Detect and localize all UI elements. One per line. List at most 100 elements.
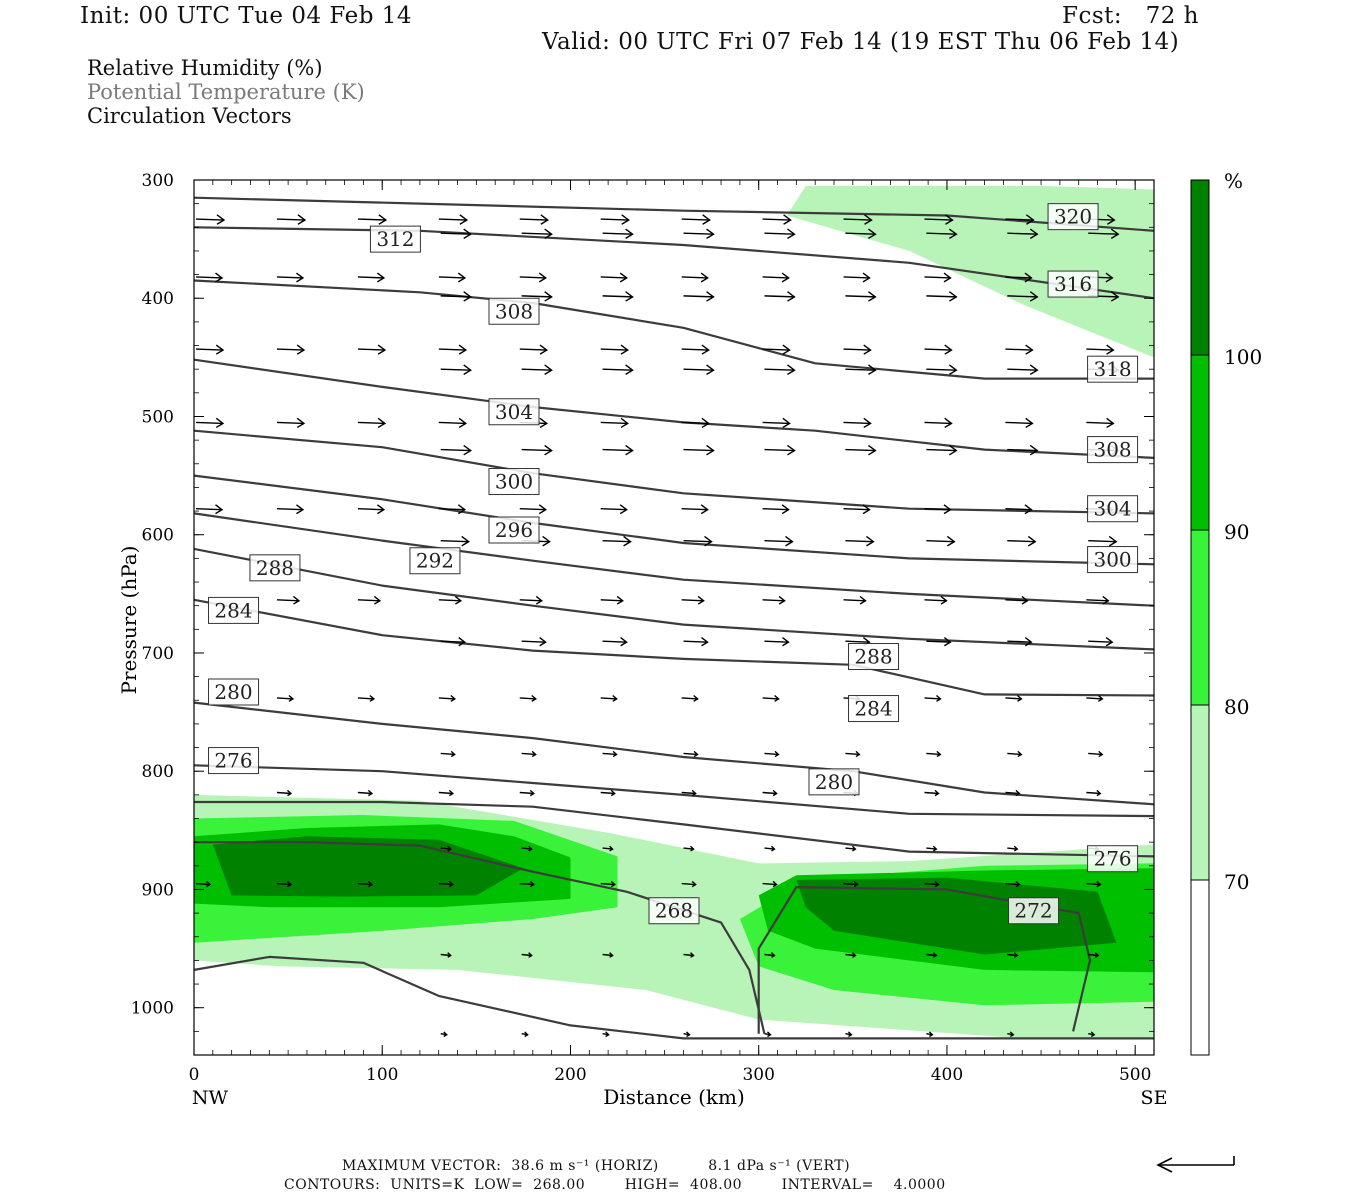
vector-arrow-5 xyxy=(764,364,796,375)
vector-arrow-18 xyxy=(1007,1031,1015,1038)
vector-arrow-8 xyxy=(357,504,386,515)
vector-arrow-16 xyxy=(843,880,859,888)
vector-arrow-17 xyxy=(1007,952,1019,958)
isentrope-7 xyxy=(194,547,1154,651)
vector-arrow-4 xyxy=(276,344,306,355)
vector-arrow-4 xyxy=(600,344,629,355)
vector-arrow-11 xyxy=(764,636,790,647)
legend-vectors: Circulation Vectors xyxy=(87,104,292,128)
vector-arrow-6 xyxy=(681,417,710,429)
isentrope-10 xyxy=(194,764,1154,818)
contour-label-10: 280 xyxy=(214,680,252,704)
isentrope-4 xyxy=(194,429,1154,515)
vector-arrow-8 xyxy=(600,504,628,515)
vector-arrow-13 xyxy=(926,750,942,758)
contour-label-box-16 xyxy=(848,643,900,671)
vector-arrow-8 xyxy=(276,504,305,515)
vector-arrow-16 xyxy=(924,880,940,888)
vector-arrow-11 xyxy=(926,636,952,647)
vector-arrow-12 xyxy=(600,694,618,702)
contour-label-box-7 xyxy=(409,547,461,575)
vector-arrow-9 xyxy=(764,535,794,547)
vector-arrow-4 xyxy=(681,344,710,355)
vector-arrow-16 xyxy=(519,880,535,888)
vector-arrow-16 xyxy=(357,880,374,888)
contour-label-17: 284 xyxy=(854,697,892,721)
vector-arrow-6 xyxy=(600,417,629,429)
x-right-direction: SE xyxy=(1141,1087,1168,1109)
vector-arrow-15 xyxy=(764,845,776,852)
contour-label-box-6 xyxy=(488,516,540,544)
y-tick-label-400: 400 xyxy=(142,289,174,309)
vector-arrow-16 xyxy=(1086,880,1102,888)
contour-label-3: 308 xyxy=(495,299,533,323)
contour-label-box-5 xyxy=(488,468,540,496)
vector-arrow-6 xyxy=(357,417,387,429)
vector-arrow-7 xyxy=(926,444,958,456)
x-tick-label-100: 100 xyxy=(366,1065,398,1085)
vector-arrow-5 xyxy=(683,364,715,375)
vector-arrow-6 xyxy=(1086,417,1115,429)
vector-arrow-17 xyxy=(440,952,452,958)
vector-arrow-6 xyxy=(843,417,872,429)
vector-arrow-12 xyxy=(681,694,699,702)
contour-label-box-21 xyxy=(1008,897,1060,925)
vector-arrow-14 xyxy=(438,789,455,797)
vector-arrow-1 xyxy=(683,228,715,240)
vector-arrow-0 xyxy=(600,214,630,225)
vector-arrow-5 xyxy=(1007,364,1039,375)
vector-arrow-7 xyxy=(845,444,877,456)
vector-arrow-0 xyxy=(357,214,388,225)
vector-arrow-13 xyxy=(1007,750,1023,758)
vector-arrow-4 xyxy=(843,344,872,355)
vector-arrow-12 xyxy=(924,694,942,702)
vector-arrow-11 xyxy=(1007,636,1033,647)
contour-label-18: 280 xyxy=(815,770,853,794)
contour-label-box-1 xyxy=(1047,270,1099,298)
contour-label-box-12 xyxy=(1087,355,1139,383)
vector-arrow-14 xyxy=(924,789,940,797)
vector-arrow-12 xyxy=(438,694,457,702)
vector-arrow-11 xyxy=(521,636,547,647)
isentrope-11 xyxy=(194,800,1154,858)
vector-arrow-13 xyxy=(1088,750,1104,758)
vector-arrow-0 xyxy=(195,214,226,225)
vector-arrow-16 xyxy=(600,880,616,888)
vector-arrow-7 xyxy=(1007,444,1039,456)
vector-arrow-10 xyxy=(1086,595,1110,605)
vector-arrow-14 xyxy=(276,789,293,797)
contour-label-13: 308 xyxy=(1093,438,1131,462)
vector-arrow-0 xyxy=(681,214,711,225)
vector-arrow-0 xyxy=(1005,214,1035,225)
vector-arrow-15 xyxy=(602,845,614,852)
vector-arrow-1 xyxy=(521,228,553,240)
vector-arrow-18 xyxy=(1088,1031,1096,1038)
contour-label-box-4 xyxy=(488,398,540,426)
vector-arrow-8 xyxy=(681,504,709,515)
vector-arrow-4 xyxy=(357,344,387,355)
vector-arrow-9 xyxy=(1007,535,1037,547)
vector-arrow-7 xyxy=(683,444,715,456)
vector-arrow-12 xyxy=(1086,694,1104,702)
vector-arrow-3 xyxy=(1007,291,1039,302)
legend-rh: Relative Humidity (%) xyxy=(87,56,323,80)
vector-arrow-4 xyxy=(195,344,225,355)
contour-label-box-13 xyxy=(1087,436,1139,464)
isentrope-5 xyxy=(194,474,1154,566)
vector-arrow-1 xyxy=(440,228,472,240)
vector-arrow-2 xyxy=(600,272,628,283)
vector-arrow-6 xyxy=(438,417,468,429)
y-tick-label-600: 600 xyxy=(142,526,174,546)
forecast-hour: Fcst: 72 h xyxy=(1062,3,1199,29)
vector-arrow-8 xyxy=(1005,504,1033,515)
isentrope-13 xyxy=(194,955,1154,1040)
vector-arrow-17 xyxy=(926,952,938,958)
vector-arrow-18 xyxy=(683,1031,691,1038)
vector-arrow-13 xyxy=(440,750,456,758)
vector-arrow-6 xyxy=(762,417,791,429)
vector-arrow-2 xyxy=(1005,272,1033,283)
vector-arrow-12 xyxy=(1005,694,1023,702)
isentrope-1 xyxy=(194,226,1154,300)
vector-arrow-18 xyxy=(926,1031,934,1038)
isentrope-9 xyxy=(194,701,1154,806)
